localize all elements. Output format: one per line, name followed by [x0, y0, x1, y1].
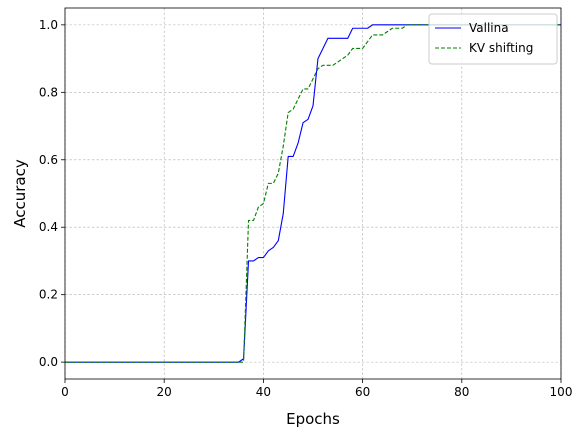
- legend-label-kv-shifting: KV shifting: [469, 41, 533, 55]
- y-tick-label: 0.2: [39, 288, 58, 302]
- series-layer: [65, 24, 561, 363]
- series-line-kv-shifting: [65, 24, 561, 363]
- y-tick-label: 0.6: [39, 153, 58, 167]
- x-axis-label: Epochs: [286, 410, 340, 428]
- ticks: 0 20 40 60 80 100 0.0 0.2 0.4 0.6 0.8 1.0: [39, 18, 573, 399]
- legend-box: [428, 13, 558, 65]
- y-axis-label: Accuracy: [11, 159, 29, 228]
- x-tick-label: 20: [157, 385, 172, 399]
- plot-frame: [64, 7, 562, 380]
- y-tick-label: 0.8: [39, 85, 58, 99]
- x-tick-label: 80: [454, 385, 469, 399]
- y-tick-label: 0.4: [39, 220, 58, 234]
- legend-label-vallina: Vallina: [469, 21, 509, 35]
- x-tick-label: 0: [61, 385, 69, 399]
- y-tick-label: 1.0: [39, 18, 58, 32]
- series-line-vallina: [65, 24, 561, 363]
- legend: Vallina KV shifting: [428, 13, 558, 65]
- x-tick-label: 40: [256, 385, 271, 399]
- x-tick-label: 60: [355, 385, 370, 399]
- y-tick-label: 0.0: [39, 355, 58, 369]
- x-tick-label: 100: [550, 385, 573, 399]
